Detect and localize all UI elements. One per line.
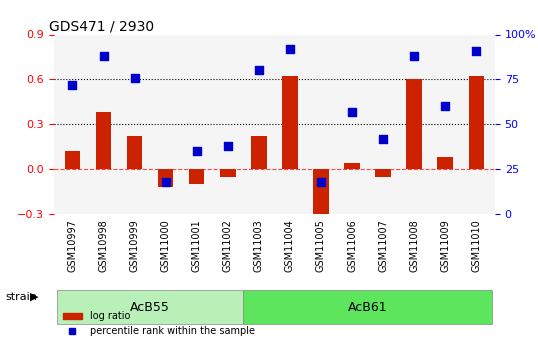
Point [410,53,419,59]
Point [286,46,294,52]
Text: AcB61: AcB61 [348,300,387,314]
Text: GDS471 / 2930: GDS471 / 2930 [49,19,154,33]
Point [99,53,108,59]
Text: ▶: ▶ [30,292,38,302]
Point [317,179,325,184]
Point [254,68,263,73]
Bar [344,163,360,169]
Point [161,179,170,184]
Bar [282,76,298,169]
Point [348,109,356,115]
Bar [313,169,329,226]
Bar [376,169,391,177]
Bar [220,169,236,177]
Bar [189,169,204,184]
Point [193,148,201,154]
Point [68,82,77,88]
Point [441,104,450,109]
Bar [65,151,80,169]
Point [379,136,387,141]
Legend: log ratio, percentile rank within the sample: log ratio, percentile rank within the sa… [59,307,259,340]
Bar [469,76,484,169]
Bar [406,79,422,169]
Text: AcB55: AcB55 [130,300,170,314]
Point [223,143,232,148]
Bar [127,136,143,169]
Point [472,48,480,53]
Bar [251,136,267,169]
Point [130,75,139,80]
Bar [96,112,111,169]
Text: strain: strain [5,292,37,302]
Bar [437,157,453,169]
Bar [158,169,173,187]
